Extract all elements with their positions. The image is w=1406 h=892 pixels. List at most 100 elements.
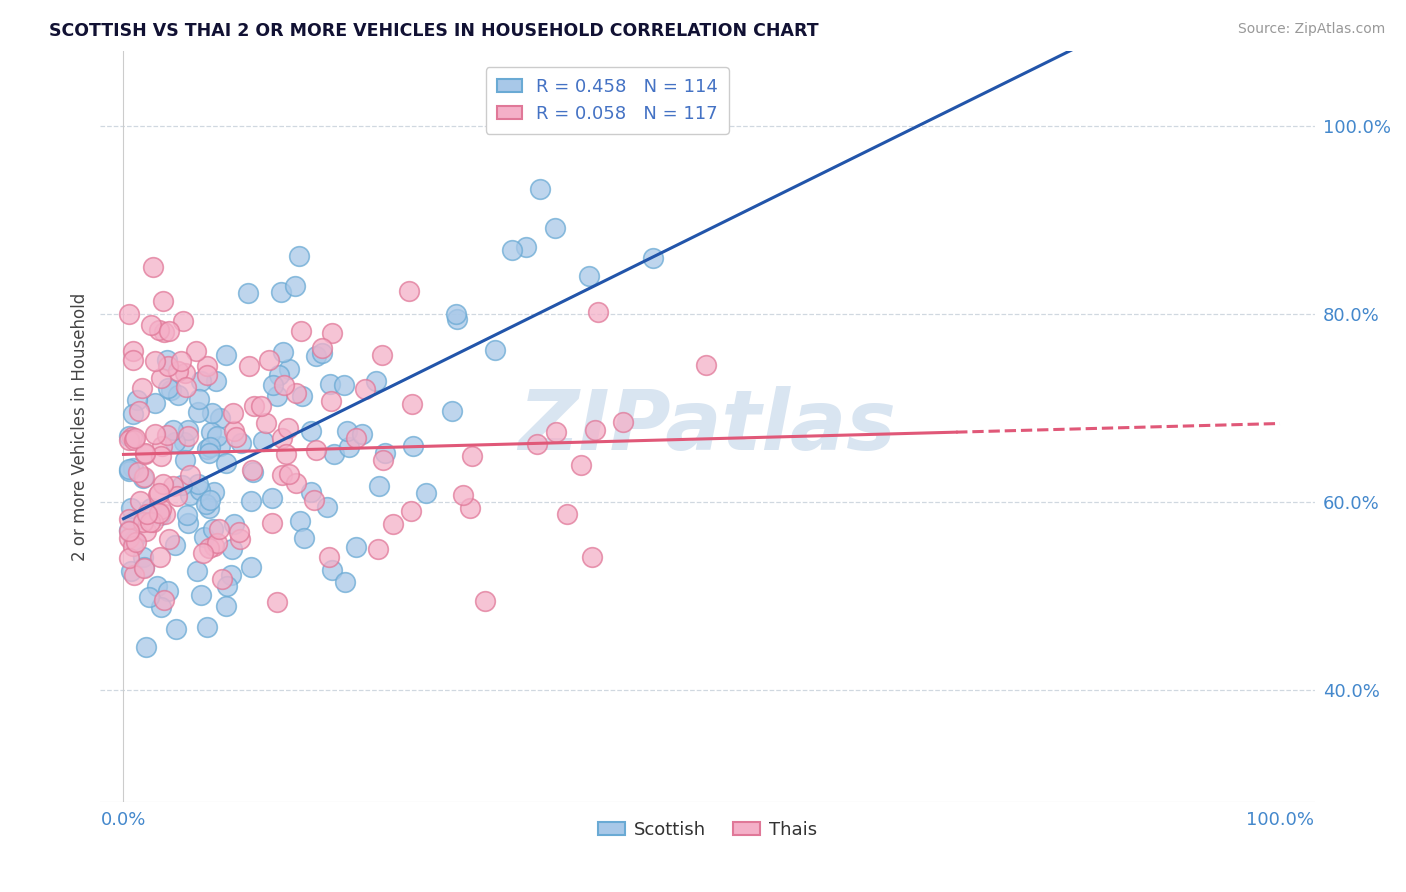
Point bbox=[122, 343, 145, 358]
Point bbox=[194, 497, 217, 511]
Point bbox=[231, 436, 253, 450]
Point bbox=[149, 449, 172, 463]
Point bbox=[124, 514, 146, 528]
Point bbox=[299, 485, 322, 500]
Point bbox=[643, 251, 665, 265]
Point bbox=[321, 563, 343, 577]
Point bbox=[132, 549, 155, 564]
Point bbox=[198, 440, 221, 454]
Point bbox=[174, 366, 197, 380]
Point bbox=[157, 382, 180, 396]
Point bbox=[120, 564, 142, 578]
Point bbox=[339, 440, 361, 454]
Text: Source: ZipAtlas.com: Source: ZipAtlas.com bbox=[1237, 22, 1385, 37]
Point bbox=[124, 568, 146, 582]
Point bbox=[222, 424, 245, 438]
Point bbox=[125, 534, 148, 549]
Point bbox=[131, 516, 153, 530]
Point bbox=[415, 486, 437, 500]
Point bbox=[257, 353, 280, 368]
Point bbox=[529, 181, 551, 195]
Point bbox=[266, 594, 288, 608]
Point bbox=[581, 550, 603, 565]
Point bbox=[285, 386, 308, 401]
Point bbox=[127, 465, 149, 479]
Point bbox=[215, 348, 238, 362]
Point bbox=[271, 345, 294, 359]
Point bbox=[239, 494, 262, 508]
Point bbox=[262, 378, 284, 392]
Point bbox=[353, 382, 375, 396]
Point bbox=[132, 561, 155, 575]
Point bbox=[315, 500, 337, 515]
Point bbox=[288, 249, 311, 263]
Point bbox=[205, 429, 228, 443]
Point bbox=[150, 371, 173, 385]
Point bbox=[152, 294, 174, 309]
Point bbox=[165, 622, 187, 636]
Point bbox=[401, 397, 423, 411]
Point bbox=[122, 434, 145, 448]
Point bbox=[122, 352, 145, 367]
Point bbox=[176, 423, 198, 437]
Point bbox=[143, 426, 166, 441]
Point bbox=[215, 456, 238, 470]
Point bbox=[333, 574, 356, 589]
Y-axis label: 2 or more Vehicles in Household: 2 or more Vehicles in Household bbox=[72, 293, 89, 560]
Point bbox=[202, 484, 225, 499]
Point bbox=[149, 508, 172, 522]
Point bbox=[122, 460, 145, 475]
Point bbox=[238, 359, 260, 373]
Point bbox=[153, 508, 176, 522]
Point bbox=[311, 341, 333, 355]
Point bbox=[118, 462, 141, 476]
Point bbox=[179, 468, 201, 483]
Point bbox=[304, 442, 326, 457]
Point bbox=[118, 512, 141, 526]
Point bbox=[336, 424, 359, 438]
Point bbox=[202, 539, 225, 553]
Point bbox=[163, 435, 186, 450]
Point bbox=[586, 304, 609, 318]
Point bbox=[139, 515, 162, 529]
Point bbox=[202, 522, 225, 536]
Point bbox=[134, 447, 156, 461]
Point bbox=[197, 541, 219, 555]
Point bbox=[193, 546, 215, 560]
Point bbox=[219, 568, 242, 582]
Point bbox=[236, 285, 259, 300]
Point bbox=[364, 374, 387, 388]
Point bbox=[157, 532, 180, 546]
Point bbox=[278, 467, 301, 482]
Point bbox=[118, 433, 141, 447]
Point bbox=[190, 375, 212, 389]
Point bbox=[170, 354, 193, 368]
Point bbox=[215, 579, 238, 593]
Point bbox=[299, 424, 322, 438]
Text: SCOTTISH VS THAI 2 OR MORE VEHICLES IN HOUSEHOLD CORRELATION CHART: SCOTTISH VS THAI 2 OR MORE VEHICLES IN H… bbox=[49, 22, 818, 40]
Point bbox=[204, 374, 226, 388]
Point bbox=[484, 343, 506, 357]
Point bbox=[344, 431, 367, 445]
Point bbox=[371, 453, 394, 467]
Point bbox=[208, 411, 231, 425]
Point bbox=[138, 591, 160, 605]
Point bbox=[228, 524, 250, 539]
Point bbox=[146, 487, 169, 501]
Point bbox=[124, 431, 146, 445]
Point bbox=[146, 579, 169, 593]
Point bbox=[193, 530, 215, 544]
Point bbox=[153, 593, 176, 607]
Point bbox=[150, 502, 173, 516]
Point bbox=[515, 240, 537, 254]
Point bbox=[201, 406, 224, 420]
Point bbox=[277, 361, 299, 376]
Point bbox=[159, 383, 181, 397]
Point bbox=[198, 446, 221, 460]
Point bbox=[176, 380, 198, 394]
Point bbox=[252, 434, 274, 448]
Point bbox=[177, 516, 200, 530]
Point bbox=[132, 560, 155, 574]
Point bbox=[270, 285, 292, 299]
Point bbox=[163, 538, 186, 552]
